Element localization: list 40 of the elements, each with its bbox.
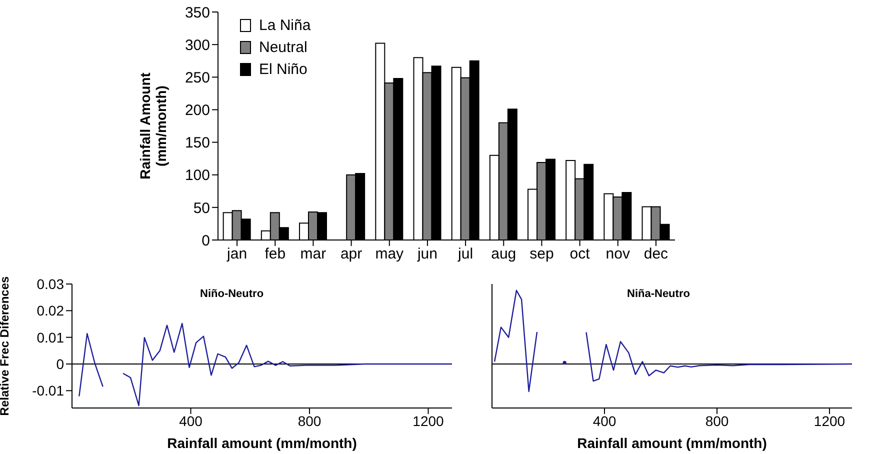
x-tick-label: 800	[298, 412, 322, 429]
y-tick-label: 0	[202, 232, 210, 250]
y-tick-label: 350	[184, 4, 210, 22]
y-axis-title: Relative Frec Diferences	[0, 276, 12, 416]
x-tick-label: apr	[340, 246, 362, 263]
x-axis-title: Rainfall amount (mm/month)	[577, 435, 767, 451]
x-axis-title: Rainfall amount (mm/month)	[167, 435, 357, 451]
x-tick-label: jun	[416, 246, 438, 263]
x-tick-label: dec	[644, 246, 669, 263]
x-tick-label: 1200	[412, 412, 444, 429]
y-tick-label: 250	[184, 69, 210, 86]
legend-label: Neutral	[259, 38, 308, 56]
x-tick-label: jul	[457, 246, 474, 263]
x-tick-label: jan	[226, 246, 248, 263]
y-tick-label: 100	[184, 167, 210, 184]
legend-label: La Niña	[259, 16, 311, 34]
chart-title: Niño-Neutro	[200, 288, 264, 300]
x-tick-label: 1200	[814, 412, 846, 429]
y-tick-label: -0.01	[32, 382, 64, 399]
y-axis-title: Rainfall Amount (mm/month)	[137, 72, 169, 180]
x-tick-label: 400	[179, 412, 203, 429]
y-tick-label: 0	[56, 356, 64, 372]
y-tick-label: 150	[184, 134, 210, 152]
legend-label: El Niño	[259, 60, 308, 78]
y-tick-label: 0.01	[36, 329, 64, 346]
y-tick-label: 300	[184, 36, 210, 54]
x-tick-label: nov	[606, 246, 630, 263]
x-tick-label: 400	[592, 412, 616, 429]
x-tick-label: may	[375, 246, 404, 263]
y-tick-label: 0.03	[36, 276, 64, 292]
y-tick-label: 200	[184, 102, 210, 120]
x-tick-label: mar	[300, 246, 326, 263]
y-tick-label: 0.02	[36, 302, 64, 319]
x-tick-label: oct	[570, 246, 591, 263]
x-tick-label: sep	[530, 246, 554, 263]
x-tick-label: 800	[705, 412, 729, 429]
x-tick-label: aug	[491, 246, 516, 263]
chart-title: Niña-Neutro	[627, 288, 690, 300]
y-tick-label: 50	[193, 200, 210, 217]
x-tick-label: feb	[264, 246, 286, 263]
